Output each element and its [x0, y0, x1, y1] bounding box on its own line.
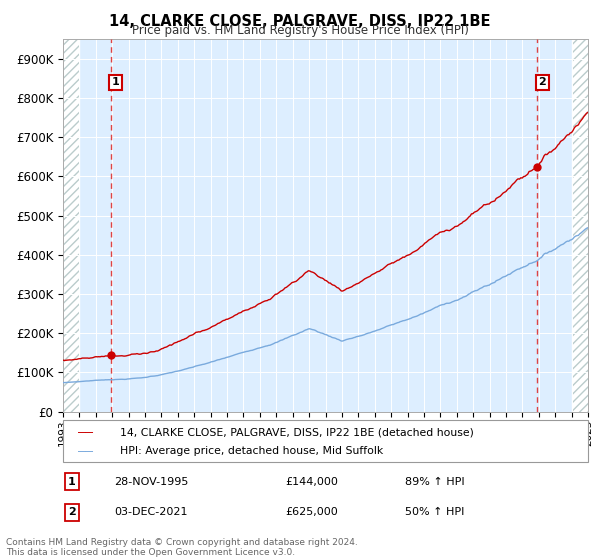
Text: 28-NOV-1995: 28-NOV-1995	[114, 477, 188, 487]
Text: 03-DEC-2021: 03-DEC-2021	[114, 507, 187, 517]
Text: ——: ——	[78, 426, 93, 439]
Text: ——: ——	[78, 445, 93, 458]
Text: 1: 1	[68, 477, 76, 487]
Bar	[63, 39, 79, 412]
Bar	[572, 39, 588, 412]
Bar	[572, 39, 588, 412]
Text: 89% ↑ HPI: 89% ↑ HPI	[405, 477, 464, 487]
Text: £144,000: £144,000	[285, 477, 338, 487]
Text: Price paid vs. HM Land Registry's House Price Index (HPI): Price paid vs. HM Land Registry's House …	[131, 24, 469, 37]
Text: HPI: Average price, detached house, Mid Suffolk: HPI: Average price, detached house, Mid …	[120, 446, 383, 456]
Text: 2: 2	[539, 77, 546, 87]
Text: 14, CLARKE CLOSE, PALGRAVE, DISS, IP22 1BE: 14, CLARKE CLOSE, PALGRAVE, DISS, IP22 1…	[109, 14, 491, 29]
Text: 2: 2	[68, 507, 76, 517]
Text: 1: 1	[112, 77, 119, 87]
Text: 14, CLARKE CLOSE, PALGRAVE, DISS, IP22 1BE (detached house): 14, CLARKE CLOSE, PALGRAVE, DISS, IP22 1…	[120, 428, 474, 437]
Text: £625,000: £625,000	[285, 507, 338, 517]
Text: Contains HM Land Registry data © Crown copyright and database right 2024.
This d: Contains HM Land Registry data © Crown c…	[6, 538, 358, 557]
Bar	[63, 39, 79, 412]
Text: 50% ↑ HPI: 50% ↑ HPI	[405, 507, 464, 517]
